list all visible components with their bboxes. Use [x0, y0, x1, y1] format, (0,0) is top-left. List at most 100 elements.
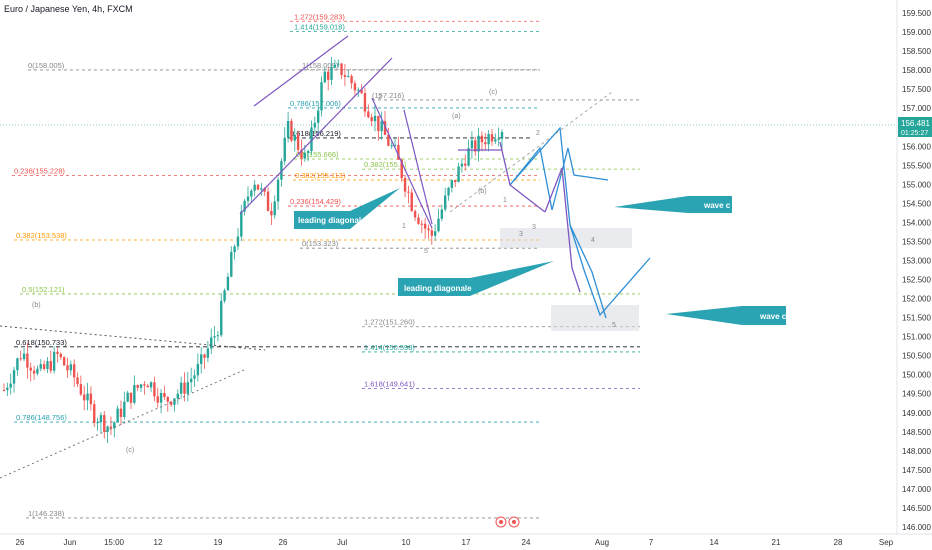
date-tick-9: 24 — [522, 538, 531, 547]
candle-body-148 — [497, 138, 500, 140]
fib-label-17: 1.414(150.598) — [364, 343, 415, 352]
price-tick-14: 152.500 — [902, 276, 931, 285]
candle-body-67 — [226, 276, 230, 291]
callout-wave-c-2: wave c — [666, 306, 787, 325]
candle-body-33 — [113, 422, 116, 429]
date-tick-3: 12 — [154, 538, 163, 547]
fib-label-10: 0.236(155.228) — [14, 167, 65, 176]
candle-body-1 — [6, 387, 9, 391]
date-tick-14: 28 — [834, 538, 843, 547]
candle-body-29 — [99, 415, 103, 423]
candle-body-42 — [143, 384, 146, 386]
price-tick-10: 154.500 — [902, 199, 931, 208]
candle-body-52 — [176, 393, 179, 399]
wave-label-3: 3 — [519, 231, 523, 238]
candle-body-92 — [310, 127, 313, 152]
candle-body-24 — [83, 394, 86, 401]
diagonal-line-b — [403, 109, 433, 225]
candle-body-27 — [93, 404, 96, 423]
price-tick-22: 148.500 — [902, 428, 931, 437]
fib-label-19: 0.786(148.756) — [16, 413, 67, 422]
fib-label-15: 1.272(151.260) — [364, 318, 415, 327]
fib-label-20: 1(146.238) — [28, 509, 65, 518]
candle-body-4 — [16, 358, 19, 371]
price-tick-5: 157.000 — [902, 104, 931, 113]
candle-body-131 — [440, 209, 444, 219]
date-tick-2: 15:00 — [104, 538, 125, 547]
candle-body-147 — [494, 139, 497, 142]
price-tick-1: 159.000 — [902, 28, 931, 37]
candle-body-30 — [103, 415, 106, 432]
event-markers[interactable] — [495, 516, 520, 528]
date-tick-7: 10 — [402, 538, 411, 547]
price-tick-0: 159.500 — [902, 9, 931, 18]
candle-body-46 — [156, 396, 159, 403]
candle-body-149 — [500, 132, 504, 139]
candle-body-130 — [437, 218, 440, 232]
price-tick-18: 150.500 — [902, 352, 931, 361]
candle-body-89 — [300, 149, 303, 159]
candle-body-21 — [72, 364, 76, 378]
candle-body-25 — [86, 393, 89, 401]
candle-body-51 — [173, 398, 176, 405]
price-tick-19: 150.000 — [902, 371, 931, 380]
channel-lower-line — [239, 57, 393, 215]
candle-body-137 — [460, 163, 464, 167]
projection-diagonal-1 — [499, 141, 546, 213]
candle-body-117 — [393, 144, 397, 146]
candle-body-72 — [243, 200, 246, 212]
candles — [2, 56, 504, 444]
candle-body-133 — [447, 187, 450, 196]
candle-body-71 — [240, 211, 243, 237]
candle-body-116 — [390, 145, 393, 147]
candle-body-109 — [367, 111, 370, 118]
fib-label-6: 0.618(156.219) — [290, 129, 341, 138]
candle-body-103 — [347, 76, 350, 78]
candle-body-136 — [457, 166, 460, 183]
candle-body-34 — [116, 408, 119, 423]
date-tick-13: 21 — [772, 538, 781, 547]
projection-diagonal-2 — [544, 167, 581, 293]
fib-label-16: 0.618(150.733) — [16, 338, 67, 347]
candle-body-100 — [337, 63, 340, 65]
candle-body-125 — [420, 223, 423, 225]
fib-label-11: 0.236(154.429) — [290, 197, 341, 206]
price-tick-25: 147.000 — [902, 485, 931, 494]
date-tick-12: 14 — [710, 538, 719, 547]
price-tick-24: 147.500 — [902, 466, 931, 475]
candle-body-15 — [52, 351, 56, 371]
candle-body-38 — [129, 392, 133, 403]
candle-body-14 — [49, 361, 52, 371]
fib-label-3: 1(158.009) — [302, 61, 339, 70]
price-tick-20: 149.500 — [902, 390, 931, 399]
candle-body-113 — [380, 121, 383, 132]
wave-label-5: 5 — [612, 322, 616, 329]
price-tick-26: 146.500 — [902, 504, 931, 513]
price-tick-13: 153.000 — [902, 256, 931, 265]
wave-label-b-left: (b) — [32, 302, 41, 309]
candle-body-40 — [136, 384, 139, 388]
candle-body-66 — [223, 290, 226, 301]
candle-body-85 — [286, 120, 290, 138]
candle-body-2 — [9, 383, 12, 388]
candle-body-127 — [427, 228, 430, 231]
candle-body-53 — [179, 382, 183, 394]
svg-text:wave c: wave c — [759, 312, 787, 321]
candle-body-80 — [270, 210, 273, 216]
candle-body-7 — [26, 353, 29, 368]
candle-body-114 — [383, 121, 387, 135]
candle-body-32 — [109, 426, 113, 429]
wave-label-small-4: 4 — [591, 237, 595, 244]
wave-label-small-1: 1 — [402, 223, 406, 230]
candle-body-76 — [256, 184, 260, 190]
candle-body-129 — [433, 231, 437, 236]
price-tick-labels: 159.500 159.000 158.500 158.000 157.500 157.0… — [902, 9, 931, 532]
candle-body-88 — [296, 134, 300, 150]
candle-body-78 — [263, 188, 266, 192]
candle-body-120 — [403, 178, 407, 192]
fib-levels: 1.272(159.283)1.414(159.018)0(158.005) 1(… — [12, 12, 640, 519]
fib-label-13: 0(153.323) — [302, 239, 339, 248]
candle-body-47 — [159, 392, 163, 403]
candle-body-119 — [400, 159, 403, 179]
candle-body-132 — [443, 195, 447, 210]
